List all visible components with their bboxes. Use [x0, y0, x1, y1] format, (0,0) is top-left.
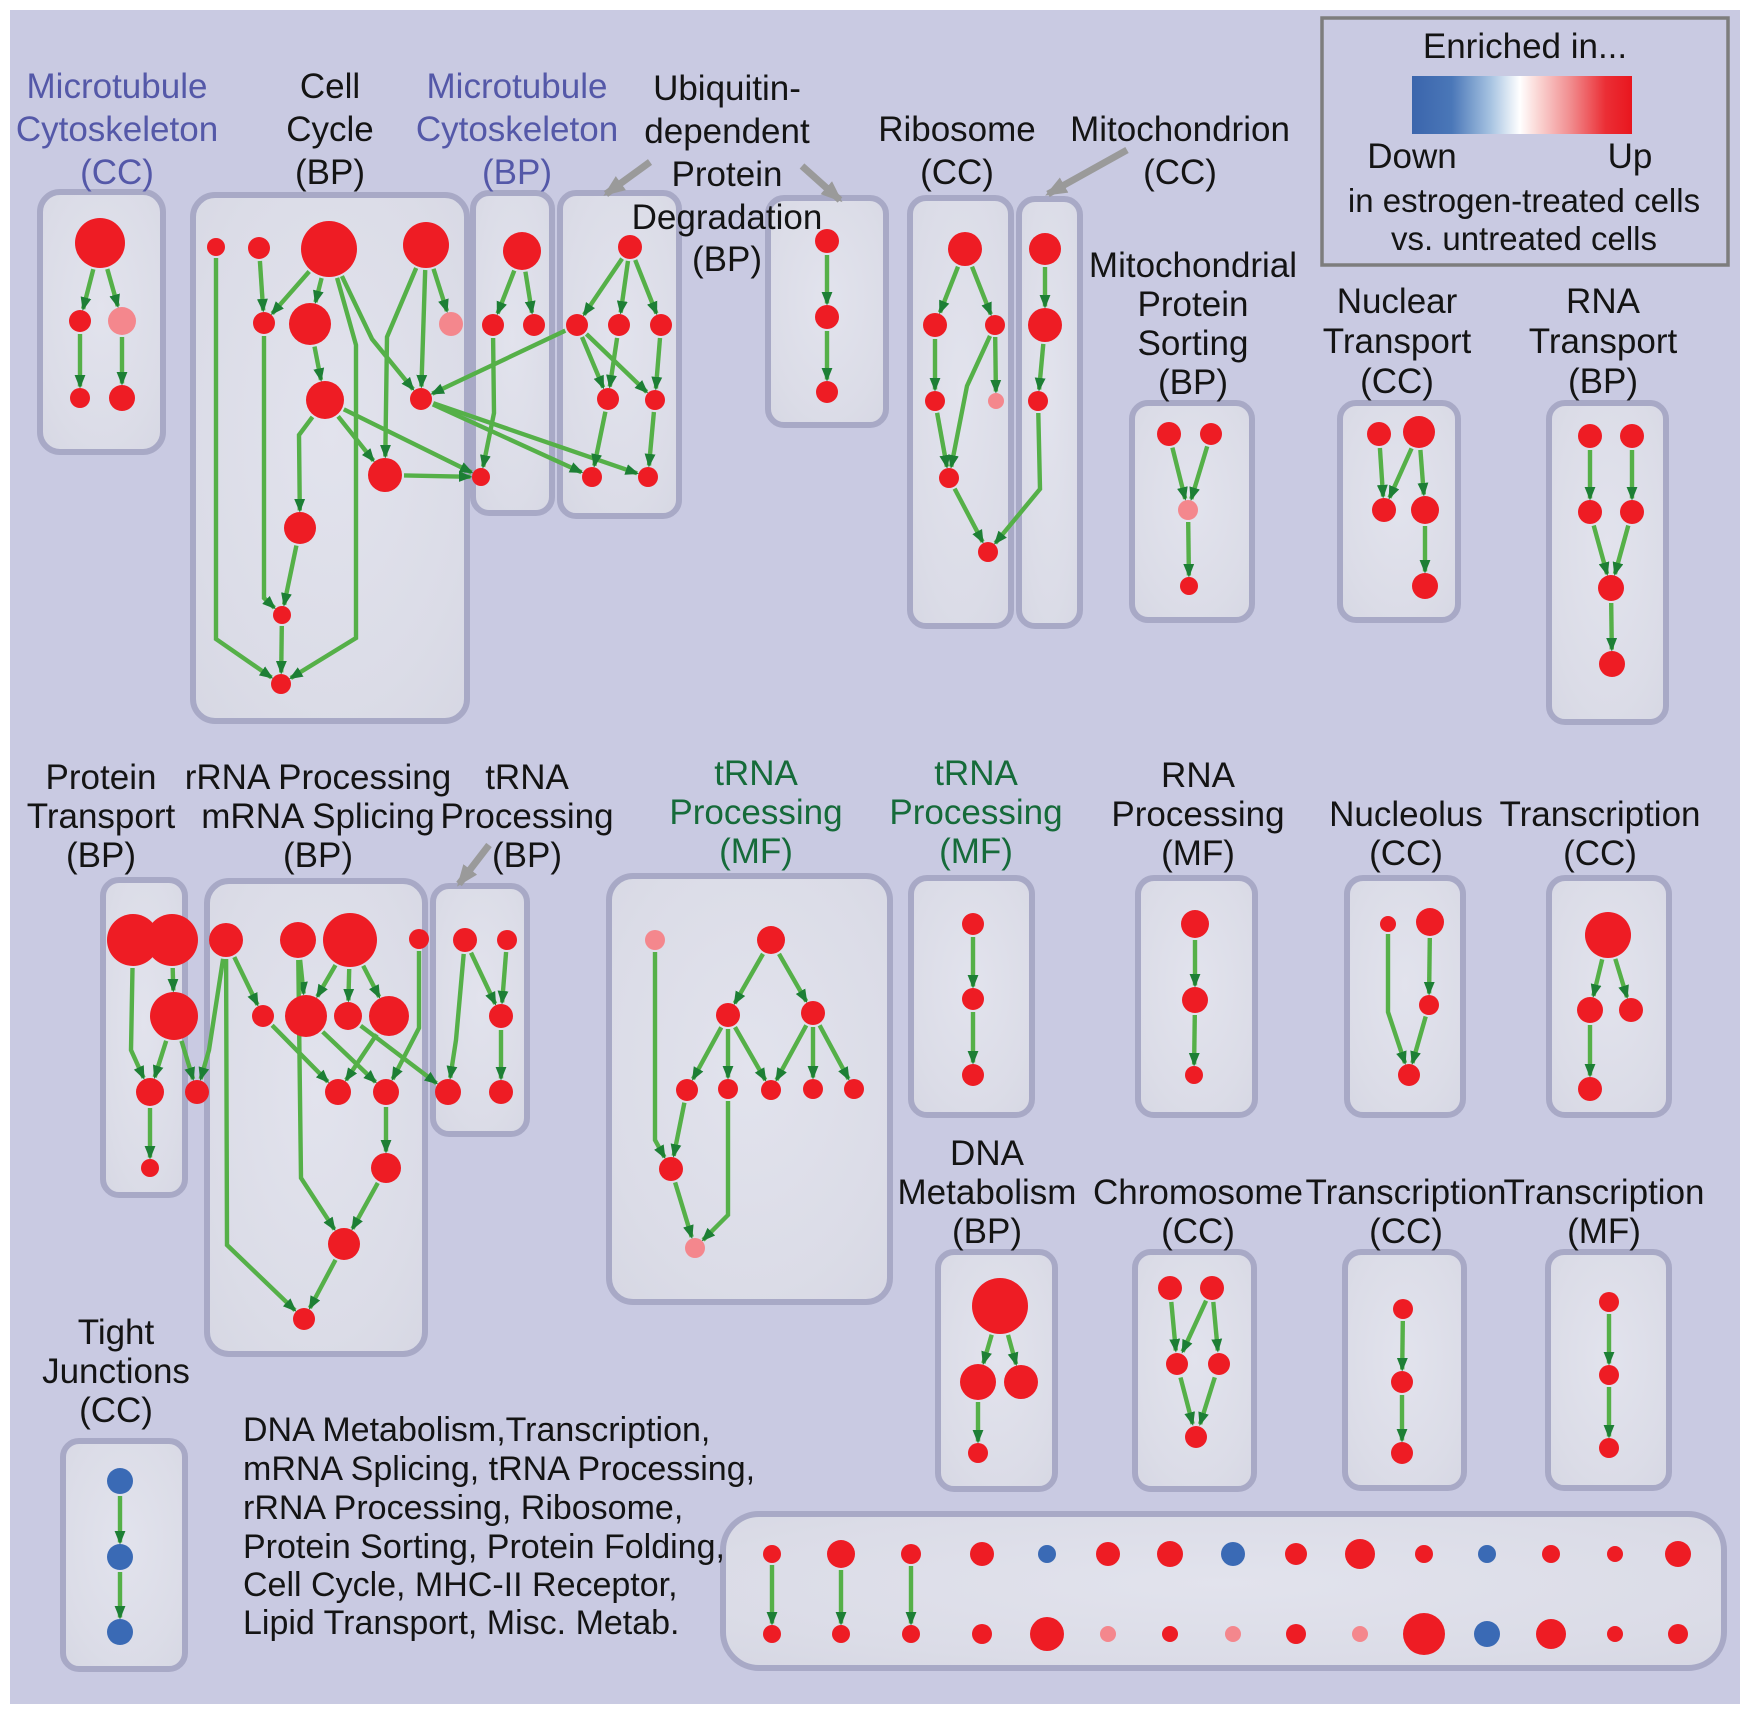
svg-text:(BP): (BP) — [283, 836, 353, 875]
svg-text:(CC): (CC) — [1369, 1212, 1443, 1251]
svg-text:(CC): (CC) — [79, 1391, 153, 1430]
svg-text:(CC): (CC) — [80, 153, 154, 192]
svg-text:rRNA Processing: rRNA Processing — [185, 758, 451, 797]
svg-text:Cycle: Cycle — [286, 110, 374, 149]
svg-text:Cell: Cell — [300, 67, 360, 106]
svg-text:(MF): (MF) — [1161, 834, 1235, 873]
svg-text:(CC): (CC) — [920, 153, 994, 192]
svg-text:Degradation: Degradation — [632, 198, 823, 237]
svg-text:(MF): (MF) — [939, 832, 1013, 871]
svg-text:DNA Metabolism,Transcription,: DNA Metabolism,Transcription, — [243, 1411, 710, 1449]
svg-text:Protein: Protein — [672, 155, 783, 194]
svg-text:Junctions: Junctions — [42, 1352, 190, 1391]
svg-text:(CC): (CC) — [1161, 1212, 1235, 1251]
svg-text:(BP): (BP) — [66, 836, 136, 875]
svg-text:Processing: Processing — [889, 793, 1062, 832]
svg-text:vs. untreated cells: vs. untreated cells — [1391, 220, 1657, 257]
svg-text:tRNA: tRNA — [934, 754, 1018, 793]
svg-text:Transcription: Transcription — [1500, 795, 1701, 834]
svg-text:Sorting: Sorting — [1138, 324, 1249, 363]
svg-text:(BP): (BP) — [1568, 362, 1638, 401]
svg-text:(CC): (CC) — [1143, 153, 1217, 192]
svg-text:Transcription: Transcription — [1504, 1173, 1705, 1212]
svg-text:Up: Up — [1608, 137, 1653, 176]
svg-text:(BP): (BP) — [492, 836, 562, 875]
svg-text:dependent: dependent — [644, 112, 810, 151]
svg-text:Cytoskeleton: Cytoskeleton — [416, 110, 618, 149]
svg-text:Protein: Protein — [1138, 285, 1249, 324]
svg-text:Cytoskeleton: Cytoskeleton — [16, 110, 218, 149]
svg-text:mRNA Splicing: mRNA Splicing — [201, 797, 434, 836]
svg-text:Ribosome: Ribosome — [878, 110, 1036, 149]
svg-text:Mitochondrial: Mitochondrial — [1089, 246, 1297, 285]
svg-text:(CC): (CC) — [1360, 362, 1434, 401]
svg-text:Cell Cycle, MHC-II Receptor,: Cell Cycle, MHC-II Receptor, — [243, 1566, 678, 1604]
svg-text:Microtubule: Microtubule — [27, 67, 208, 106]
svg-text:Transport: Transport — [1323, 322, 1472, 361]
svg-text:Lipid Transport, Misc. Metab.: Lipid Transport, Misc. Metab. — [243, 1604, 680, 1642]
svg-text:Nuclear: Nuclear — [1337, 282, 1458, 321]
svg-text:tRNA: tRNA — [485, 758, 569, 797]
svg-text:(BP): (BP) — [692, 240, 762, 279]
svg-text:Enriched in...: Enriched in... — [1423, 27, 1627, 66]
svg-text:Transcription: Transcription — [1306, 1173, 1507, 1212]
svg-text:(BP): (BP) — [482, 153, 552, 192]
svg-text:Transport: Transport — [1529, 322, 1678, 361]
svg-text:(CC): (CC) — [1369, 834, 1443, 873]
svg-text:tRNA: tRNA — [714, 754, 798, 793]
svg-text:(BP): (BP) — [952, 1212, 1022, 1251]
svg-text:DNA: DNA — [950, 1134, 1025, 1173]
svg-text:Microtubule: Microtubule — [427, 67, 608, 106]
svg-text:Nucleolus: Nucleolus — [1329, 795, 1483, 834]
svg-text:Processing: Processing — [440, 797, 613, 836]
svg-text:(CC): (CC) — [1563, 834, 1637, 873]
svg-text:(BP): (BP) — [295, 153, 365, 192]
svg-text:Ubiquitin-: Ubiquitin- — [653, 69, 801, 108]
svg-text:Chromosome: Chromosome — [1093, 1173, 1303, 1212]
svg-text:Down: Down — [1367, 137, 1456, 176]
svg-text:Processing: Processing — [1111, 795, 1284, 834]
svg-text:Processing: Processing — [669, 793, 842, 832]
svg-text:Transport: Transport — [27, 797, 176, 836]
svg-text:Protein: Protein — [46, 758, 157, 797]
svg-text:Metabolism: Metabolism — [898, 1173, 1077, 1212]
svg-text:rRNA Processing, Ribosome,: rRNA Processing, Ribosome, — [243, 1489, 683, 1527]
svg-text:Protein Sorting, Protein Foldi: Protein Sorting, Protein Folding, — [243, 1528, 725, 1566]
svg-text:Tight: Tight — [78, 1313, 155, 1352]
svg-text:(MF): (MF) — [1567, 1212, 1641, 1251]
svg-text:mRNA Splicing, tRNA Processing: mRNA Splicing, tRNA Processing, — [243, 1450, 755, 1488]
svg-text:in estrogen-treated cells: in estrogen-treated cells — [1348, 182, 1700, 219]
svg-text:Mitochondrion: Mitochondrion — [1070, 110, 1290, 149]
svg-text:(MF): (MF) — [719, 832, 793, 871]
svg-text:(BP): (BP) — [1158, 363, 1228, 402]
svg-text:RNA: RNA — [1566, 282, 1641, 321]
svg-text:RNA: RNA — [1161, 756, 1236, 795]
